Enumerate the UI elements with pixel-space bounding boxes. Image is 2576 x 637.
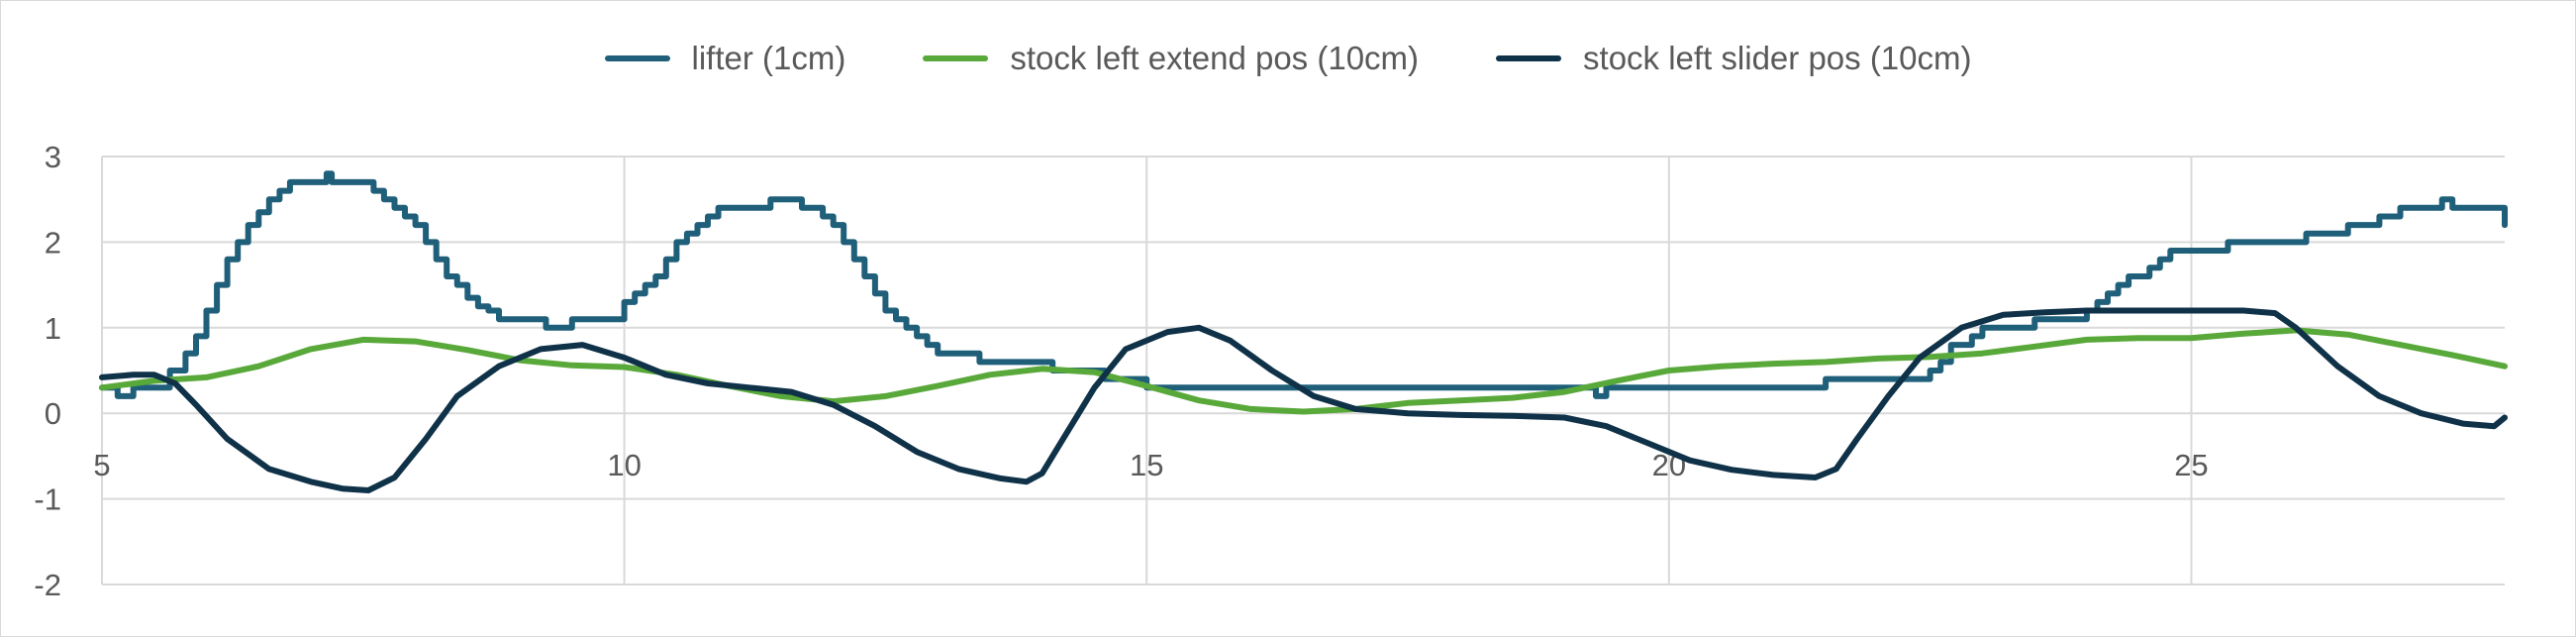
legend-item-lifter: lifter (1cm) <box>604 40 846 77</box>
series-line-0 <box>99 170 2508 399</box>
legend-label-lifter: lifter (1cm) <box>691 40 846 76</box>
y-tick-label: 1 <box>45 311 61 346</box>
y-tick-label: -1 <box>34 482 61 517</box>
series-line-2 <box>99 307 2508 493</box>
grid <box>101 156 2505 585</box>
x-tick-label: 25 <box>2174 448 2208 482</box>
legend-label-extend: stock left extend pos (10cm) <box>1010 40 1420 76</box>
y-tick-label: 2 <box>45 225 61 260</box>
x-tick-label: 5 <box>93 448 110 482</box>
legend-item-extend: stock left extend pos (10cm) <box>923 40 1419 77</box>
legend-swatch-lifter <box>604 55 670 61</box>
legend-swatch-slider <box>1496 55 1562 61</box>
x-tick-label: 15 <box>1130 448 1163 482</box>
x-tick-label: 10 <box>607 448 641 482</box>
series-line-1 <box>99 327 2508 415</box>
legend-swatch-extend <box>923 55 989 61</box>
legend-label-slider: stock left slider pos (10cm) <box>1583 40 1972 76</box>
chart-legend: lifter (1cm) stock left extend pos (10cm… <box>0 40 2576 77</box>
y-tick-label: 0 <box>45 396 61 431</box>
y-tick-label: 3 <box>45 140 61 174</box>
legend-item-slider: stock left slider pos (10cm) <box>1496 40 1972 77</box>
series-lines <box>99 170 2508 493</box>
y-tick-label: -2 <box>34 568 61 602</box>
